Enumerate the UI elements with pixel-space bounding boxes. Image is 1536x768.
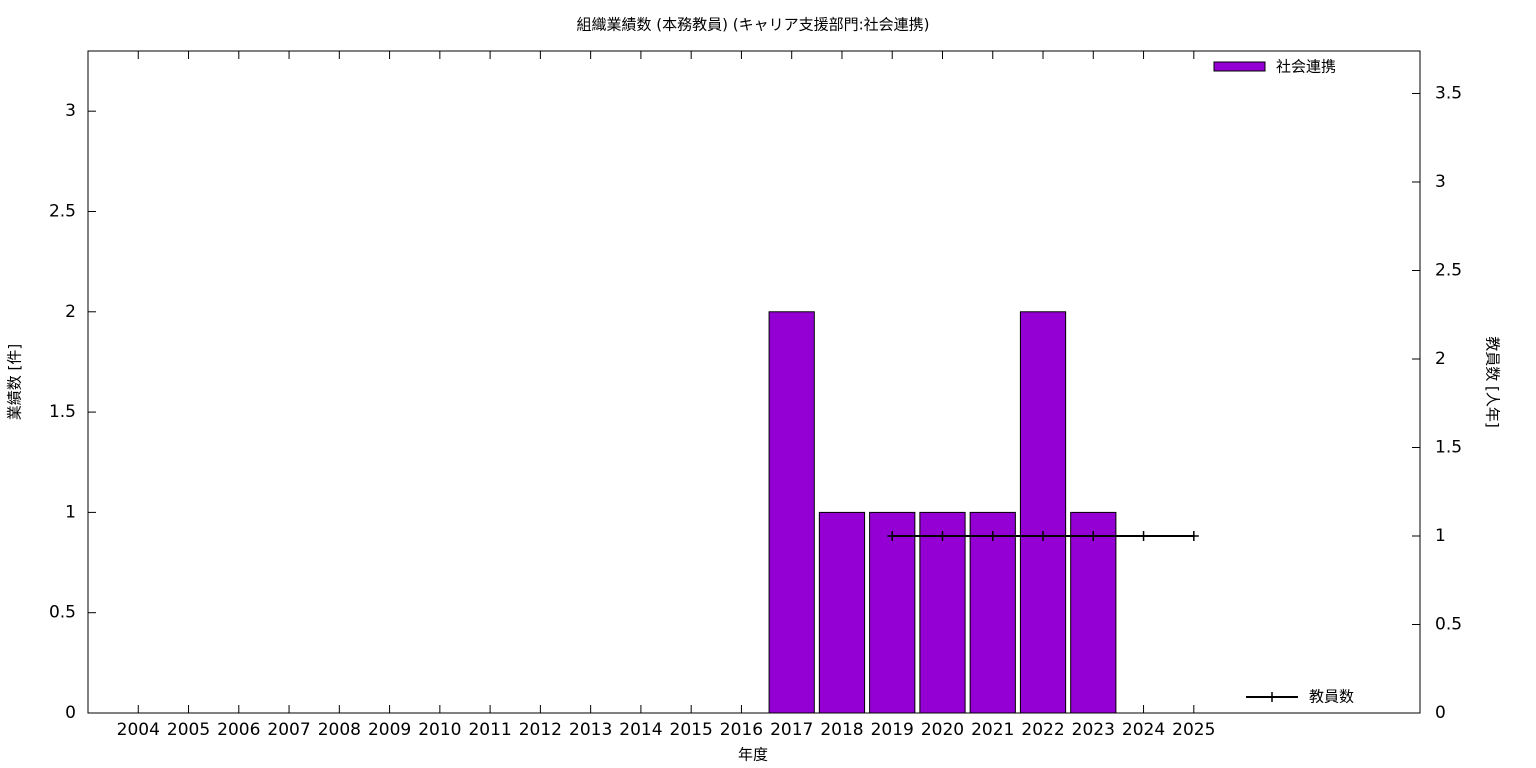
- x-tick-label: 2011: [468, 720, 511, 740]
- bar: [1070, 511, 1117, 714]
- x-tick-label: 2021: [971, 720, 1014, 740]
- point-marker: [887, 530, 898, 541]
- x-tick-label: 2017: [770, 720, 813, 740]
- y-tick-label: 2.5: [49, 201, 76, 221]
- x-tick-label: 2019: [871, 720, 914, 740]
- x-tick-label: 2023: [1072, 720, 1115, 740]
- x-tick-label: 2005: [167, 720, 210, 740]
- y2-axis-label: 教員数 [人年]: [1484, 336, 1502, 427]
- legend-label: 教員数: [1309, 688, 1354, 706]
- x-tick-label: 2007: [267, 720, 310, 740]
- bar: [768, 311, 815, 714]
- y2-tick-label: 3: [1435, 172, 1446, 192]
- x-tick-label: 2024: [1122, 720, 1165, 740]
- y2-tick-label: 2.5: [1435, 260, 1462, 280]
- y-axis-label: 業績数 [件]: [6, 344, 24, 420]
- y2-tick-label: 1: [1435, 526, 1446, 546]
- point-marker: [937, 530, 948, 541]
- y-tick-label: 0.5: [49, 603, 76, 623]
- y-tick-label: 1: [65, 502, 76, 522]
- x-axis-label: 年度: [738, 746, 768, 764]
- legend-swatch: [1213, 61, 1266, 72]
- y2-tick-label: 3.5: [1435, 83, 1462, 103]
- y-tick-label: 3: [65, 101, 76, 121]
- bar: [919, 511, 966, 714]
- y2-tick-label: 0: [1435, 703, 1446, 723]
- chart-title: 組織業績数 (本務教員) (キャリア支援部門:社会連携): [576, 16, 929, 34]
- x-tick-label: 2014: [619, 720, 662, 740]
- x-tick-label: 2016: [720, 720, 763, 740]
- y-tick-label: 2: [65, 302, 76, 322]
- x-tick-label: 2010: [418, 720, 461, 740]
- x-tick-label: 2025: [1172, 720, 1215, 740]
- x-tick-label: 2020: [921, 720, 964, 740]
- x-tick-label: 2015: [670, 720, 713, 740]
- point-marker: [1038, 530, 1049, 541]
- y-tick-label: 0: [65, 703, 76, 723]
- point-marker: [1088, 530, 1099, 541]
- y2-tick-label: 1.5: [1435, 437, 1462, 457]
- y2-tick-label: 0.5: [1435, 614, 1462, 634]
- bar: [818, 511, 866, 714]
- x-tick-label: 2018: [820, 720, 863, 740]
- bar: [869, 511, 916, 714]
- x-tick-label: 2012: [519, 720, 562, 740]
- legend-label: 社会連携: [1276, 58, 1336, 76]
- y-tick-label: 1.5: [49, 402, 76, 422]
- point-marker: [987, 530, 998, 541]
- point-marker: [1138, 530, 1149, 541]
- x-tick-label: 2013: [569, 720, 612, 740]
- point-marker: [1188, 530, 1199, 541]
- y2-tick-label: 2: [1435, 349, 1446, 369]
- bar: [969, 511, 1016, 714]
- x-tick-label: 2022: [1021, 720, 1064, 740]
- x-tick-label: 2008: [318, 720, 361, 740]
- plot-frame: [87, 50, 1421, 714]
- x-tick-label: 2004: [117, 720, 160, 740]
- bar: [1019, 311, 1067, 714]
- x-tick-label: 2009: [368, 720, 411, 740]
- x-tick-label: 2006: [217, 720, 260, 740]
